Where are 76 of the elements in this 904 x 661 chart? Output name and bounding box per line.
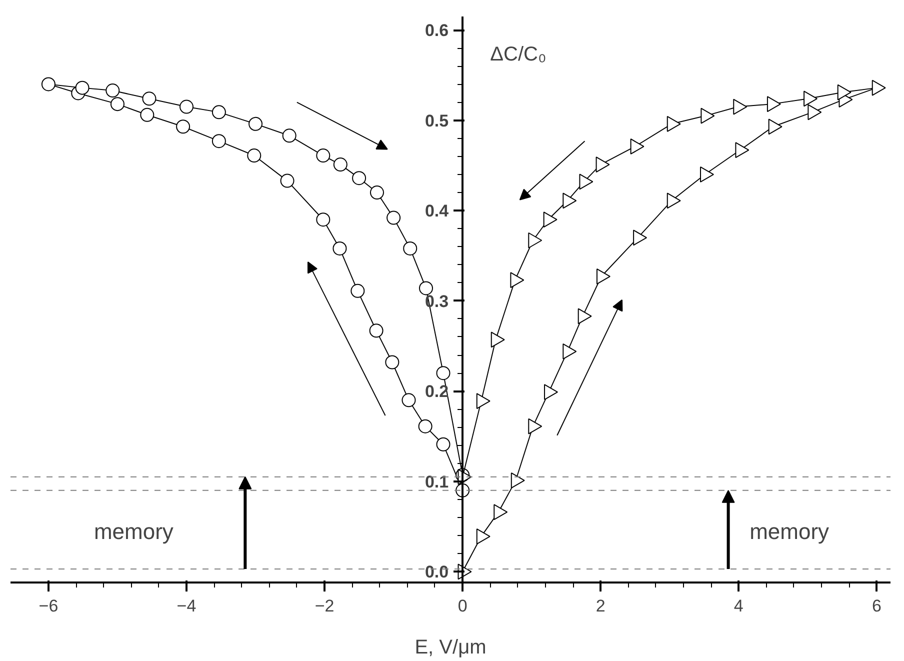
point — [510, 472, 525, 488]
point — [370, 186, 384, 200]
point — [578, 308, 592, 324]
point — [476, 528, 490, 544]
point — [494, 504, 508, 520]
y-tick-label: 0.6 — [424, 21, 449, 40]
point — [596, 268, 610, 284]
point — [562, 192, 577, 209]
point — [735, 142, 750, 158]
point — [212, 105, 226, 120]
y-tick-label: 0.5 — [424, 111, 449, 130]
point — [212, 134, 226, 148]
point — [418, 419, 432, 434]
point — [436, 437, 450, 452]
point — [766, 96, 781, 112]
point — [700, 108, 715, 124]
point — [630, 138, 644, 154]
x-tick-label: −6 — [38, 596, 58, 616]
y-axis-title: ΔC/C₀ — [490, 44, 546, 66]
point — [332, 242, 347, 256]
annotation: memory — [94, 519, 174, 544]
point — [768, 118, 782, 135]
point — [543, 212, 558, 228]
point — [403, 242, 418, 256]
point — [41, 77, 56, 92]
point — [436, 366, 450, 380]
point — [562, 343, 577, 360]
y-tick-label: 0.1 — [424, 472, 449, 492]
x-tick-label: 2 — [596, 596, 606, 616]
point — [282, 128, 296, 143]
point — [837, 84, 852, 100]
point — [733, 98, 748, 115]
point — [666, 192, 681, 209]
point — [666, 116, 681, 132]
x-axis-title: E, V/μm — [414, 636, 486, 658]
y-tick-label: 0.0 — [424, 562, 449, 582]
point — [280, 174, 294, 188]
point — [180, 100, 194, 114]
point — [528, 232, 542, 248]
annotation: memory — [750, 519, 830, 544]
point — [510, 272, 524, 288]
point — [528, 418, 542, 434]
point — [248, 116, 263, 131]
point — [176, 120, 190, 134]
point — [110, 97, 124, 112]
x-tick-label: 6 — [872, 596, 882, 616]
point — [490, 332, 505, 348]
point — [808, 104, 822, 120]
x-tick-label: 0 — [458, 596, 468, 616]
point — [316, 148, 330, 163]
point — [142, 92, 156, 106]
point — [247, 148, 262, 163]
point — [75, 80, 90, 95]
point — [106, 84, 120, 98]
point — [316, 212, 330, 227]
point — [385, 355, 400, 370]
point — [350, 284, 365, 298]
point — [402, 393, 416, 408]
point — [579, 174, 594, 190]
point — [419, 281, 433, 296]
point — [352, 171, 366, 186]
point — [140, 108, 154, 122]
point — [804, 90, 818, 107]
point — [633, 230, 648, 246]
y-tick-label: 0.4 — [424, 202, 450, 221]
point — [872, 80, 886, 96]
point — [386, 210, 401, 225]
point — [476, 393, 490, 410]
point — [700, 166, 714, 182]
point — [544, 384, 558, 400]
x-tick-label: −2 — [314, 596, 334, 616]
x-tick-label: −4 — [176, 596, 196, 616]
point — [369, 324, 384, 338]
point — [596, 156, 610, 173]
x-tick-label: 4 — [734, 596, 744, 616]
point — [333, 158, 348, 172]
